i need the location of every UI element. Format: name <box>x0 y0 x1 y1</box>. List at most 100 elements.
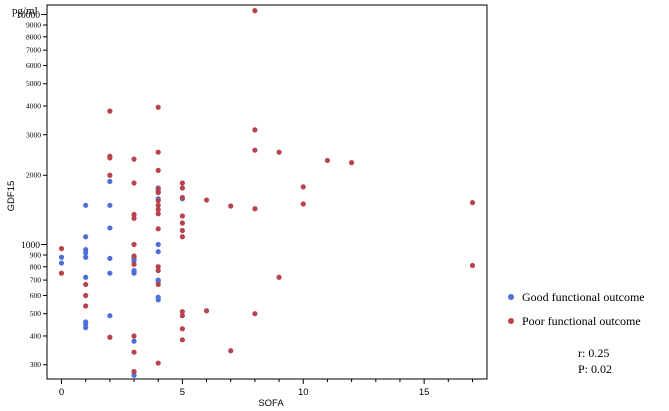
point-poor-outcome <box>107 334 113 340</box>
point-good-outcome <box>83 254 89 260</box>
y-unit-label: pg/ml <box>12 5 38 17</box>
point-poor-outcome <box>179 194 185 201</box>
data-points <box>58 8 476 378</box>
y-tick-label: 800 <box>30 262 42 271</box>
statistics-annotation: r: 0.25 P: 0.02 <box>578 345 658 377</box>
point-poor-outcome <box>228 203 234 209</box>
y-axis-title: GDF15 <box>6 181 17 212</box>
point-good-outcome <box>107 178 113 185</box>
series-good-outcome <box>58 178 185 378</box>
point-poor-outcome <box>179 337 185 343</box>
legend-item-good: Good functional outcome <box>508 287 668 307</box>
point-poor-outcome <box>58 245 65 252</box>
point-poor-outcome <box>155 281 161 288</box>
point-poor-outcome <box>203 308 210 314</box>
point-poor-outcome <box>83 303 89 309</box>
y-tick-label: 6000 <box>26 61 41 70</box>
point-good-outcome <box>131 270 137 276</box>
legend: Good functional outcome Poor functional … <box>508 287 668 335</box>
x-tick-label: 10 <box>298 387 309 398</box>
point-poor-outcome <box>131 253 137 259</box>
point-poor-outcome <box>155 264 161 270</box>
point-good-outcome <box>107 255 113 261</box>
y-tick-label: 9000 <box>26 21 41 30</box>
point-poor-outcome <box>107 155 113 161</box>
point-good-outcome <box>155 241 161 248</box>
legend-label-good: Good functional outcome <box>522 289 645 304</box>
y-tick-label: 1000 <box>21 241 40 251</box>
point-good-outcome <box>58 254 65 260</box>
x-tick-label: 0 <box>59 387 64 398</box>
point-poor-outcome <box>155 149 161 155</box>
point-good-outcome <box>83 274 89 280</box>
point-poor-outcome <box>131 261 137 267</box>
point-poor-outcome <box>155 198 161 204</box>
point-poor-outcome <box>252 311 258 317</box>
y-tick-label: 500 <box>30 309 42 318</box>
legend-marker-good <box>508 294 514 300</box>
point-good-outcome <box>83 202 89 208</box>
point-poor-outcome <box>155 360 161 366</box>
y-axis: 300 400 500 600 700 800 900 2000 3000 4000 5000 600… <box>16 11 47 369</box>
plot-border <box>46 4 488 380</box>
point-poor-outcome <box>179 313 185 319</box>
point-poor-outcome <box>107 108 113 114</box>
point-poor-outcome <box>252 8 258 14</box>
point-poor-outcome <box>131 211 137 218</box>
point-poor-outcome <box>276 149 282 155</box>
point-poor-outcome <box>349 160 355 166</box>
point-poor-outcome <box>228 348 234 354</box>
point-poor-outcome <box>155 211 161 217</box>
y-tick-label: 300 <box>30 360 42 369</box>
point-good-outcome <box>83 250 89 256</box>
point-poor-outcome <box>179 309 185 315</box>
y-tick-label: 600 <box>30 291 42 300</box>
point-poor-outcome <box>203 197 210 203</box>
point-poor-outcome <box>155 190 161 196</box>
legend-item-poor: Poor functional outcome <box>508 311 668 331</box>
point-poor-outcome <box>252 127 258 133</box>
point-poor-outcome <box>107 172 113 178</box>
point-good-outcome <box>107 225 113 231</box>
point-good-outcome <box>107 270 113 276</box>
point-poor-outcome <box>155 104 161 110</box>
y-tick-label: 4000 <box>26 102 41 111</box>
point-good-outcome <box>83 325 89 331</box>
y-tick-label: 7000 <box>26 46 41 55</box>
point-poor-outcome <box>155 167 161 173</box>
y-tick-label: 8000 <box>26 32 41 41</box>
point-good-outcome <box>131 372 137 378</box>
series-poor-outcome <box>58 8 476 375</box>
y-tick-label: 3000 <box>26 130 41 139</box>
point-poor-outcome <box>131 215 137 221</box>
point-poor-outcome <box>155 206 161 213</box>
point-poor-outcome <box>179 185 185 191</box>
p-value: P: 0.02 <box>578 362 613 376</box>
point-good-outcome <box>83 234 89 240</box>
y-tick-label: 900 <box>30 250 42 259</box>
x-tick-label: 5 <box>180 387 185 398</box>
point-good-outcome <box>58 260 65 266</box>
point-poor-outcome <box>252 147 258 153</box>
point-poor-outcome <box>276 274 282 280</box>
point-poor-outcome <box>131 368 137 375</box>
plot-area <box>46 4 488 380</box>
point-poor-outcome <box>155 267 161 274</box>
point-poor-outcome <box>155 226 161 232</box>
point-poor-outcome <box>179 180 185 186</box>
point-poor-outcome <box>131 156 137 162</box>
point-poor-outcome <box>131 349 137 355</box>
point-poor-outcome <box>324 157 331 164</box>
point-poor-outcome <box>179 213 185 219</box>
point-poor-outcome <box>252 206 258 212</box>
point-poor-outcome <box>131 241 137 248</box>
point-good-outcome <box>131 338 137 344</box>
point-poor-outcome <box>83 292 89 299</box>
point-poor-outcome <box>83 281 89 288</box>
point-good-outcome <box>155 297 161 303</box>
x-tick-label: 15 <box>419 387 430 398</box>
y-tick-label: 700 <box>30 276 42 285</box>
point-poor-outcome <box>300 201 306 207</box>
point-poor-outcome <box>469 200 476 206</box>
